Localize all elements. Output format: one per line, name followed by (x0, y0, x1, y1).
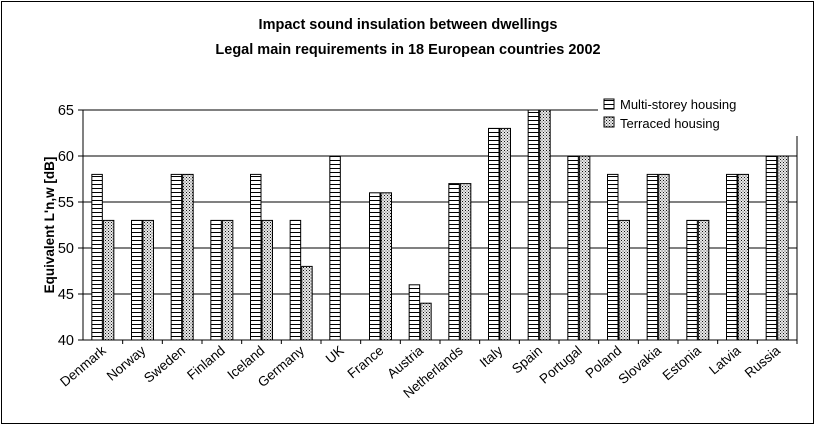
legend-swatch-terraced (603, 116, 615, 128)
y-tick-label: 65 (58, 103, 74, 119)
legend-label-multi-storey: Multi-storey housing (620, 97, 736, 112)
x-category-label: Sweden (141, 343, 188, 386)
bar-multi-storey (369, 192, 381, 341)
legend-swatch-multi-storey (603, 98, 615, 110)
x-category-label: Norway (104, 343, 149, 384)
bar-terraced (578, 155, 591, 341)
x-category-label: UK (323, 343, 347, 367)
x-category-label: Denmark (57, 343, 109, 390)
x-axis-categories: DenmarkNorwaySwedenFinlandIcelandGermany… (57, 342, 783, 401)
bar-multi-storey (289, 219, 302, 341)
bar-terraced (420, 302, 432, 341)
bar-multi-storey (646, 173, 659, 341)
bar-terraced (301, 265, 313, 341)
bar-multi-storey (408, 284, 421, 341)
axes (78, 109, 798, 344)
bar-multi-storey (527, 109, 540, 341)
x-category-label: Russia (742, 342, 784, 380)
legend-box (598, 94, 798, 136)
y-tick-label: 60 (58, 149, 74, 165)
x-category-label: Estonia (660, 342, 705, 383)
legend-label-terraced: Terraced housing (620, 116, 720, 131)
bar-multi-storey (329, 155, 341, 341)
y-axis-label: Equivalent L'n,w [dB] (42, 157, 57, 294)
bar-multi-storey (448, 183, 460, 341)
bar-multi-storey (250, 173, 262, 341)
bar-terraced (102, 219, 115, 341)
bar-multi-storey (170, 173, 183, 341)
bars (91, 109, 789, 341)
x-category-label: Latvia (706, 342, 744, 377)
bar-terraced (618, 219, 630, 341)
y-tick-label: 50 (58, 241, 74, 257)
bar-multi-storey (488, 127, 500, 341)
bar-multi-storey (686, 219, 698, 341)
bar-terraced (777, 155, 789, 341)
y-tick-label: 40 (58, 333, 74, 349)
bar-terraced (142, 219, 154, 341)
bar-terraced (658, 173, 670, 341)
y-tick-label: 45 (58, 287, 74, 303)
legend: Multi-storey housing Terraced housing (598, 94, 798, 136)
y-axis-ticks: 40 45 50 55 60 65 (58, 103, 74, 349)
bar-multi-storey (131, 219, 143, 341)
x-category-label: Italy (477, 343, 506, 371)
bar-multi-storey (210, 219, 222, 341)
bar-terraced (380, 192, 392, 341)
x-category-label: France (345, 343, 387, 382)
chart-title: Impact sound insulation between dwelling… (259, 17, 558, 33)
x-category-label: Finland (184, 343, 228, 383)
bar-terraced (261, 219, 273, 341)
bar-multi-storey (567, 155, 579, 341)
bar-multi-storey (607, 173, 619, 341)
bar-multi-storey (91, 173, 103, 341)
x-category-label: Slovakia (615, 342, 664, 387)
bar-terraced (182, 173, 194, 341)
bar-terraced (221, 219, 234, 341)
x-category-label: Portugal (537, 343, 585, 387)
bar-multi-storey (726, 173, 738, 341)
bar-multi-storey (765, 155, 778, 341)
bar-terraced (737, 173, 749, 341)
bar-terraced (697, 219, 710, 341)
chart-subtitle: Legal main requirements in 18 European c… (215, 42, 600, 58)
y-tick-label: 55 (58, 195, 74, 211)
bar-terraced (459, 183, 472, 341)
bar-terraced (499, 127, 511, 341)
bar-terraced (539, 109, 551, 341)
